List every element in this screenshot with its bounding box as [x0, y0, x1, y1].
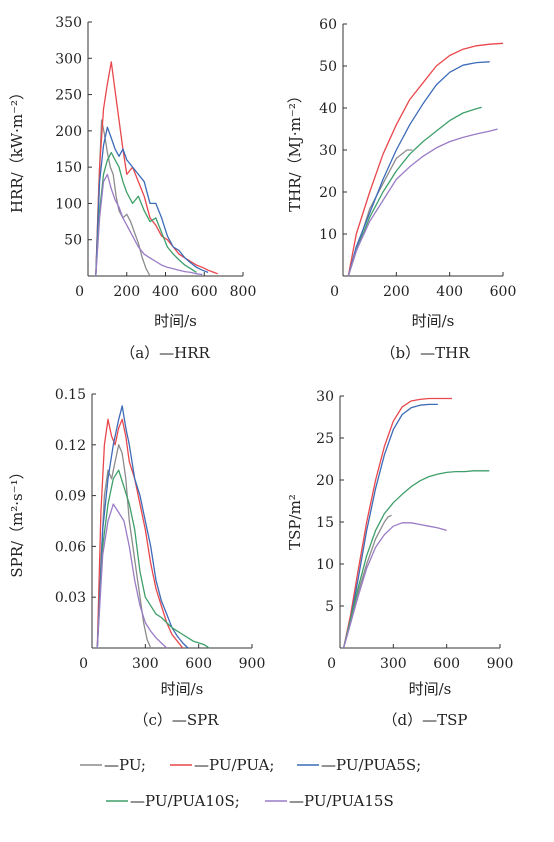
x-tick-label: 300: [380, 656, 407, 672]
legend: —PU; —PU/PUA; —PU/PUA5S; —PU/PUA10S; —PU/PUA…: [80, 756, 421, 810]
x-tick-label: 900: [487, 656, 514, 672]
x-axis-label: 时间/s: [412, 312, 455, 330]
x-tick-label: 600: [433, 656, 460, 672]
x-tick-label: 0: [330, 284, 339, 300]
legend-label: —PU;: [104, 756, 146, 774]
x-tick-label: 200: [383, 284, 410, 300]
y-tick-label: 0.15: [55, 387, 86, 403]
series-line-pu-pua: [95, 61, 219, 277]
legend-item: —PU/PUA5S;: [297, 756, 421, 774]
x-tick-label: 400: [152, 284, 179, 300]
y-tick-label: 20: [316, 473, 334, 489]
x-axis-label: 时间/s: [409, 680, 452, 698]
y-axis-label: TSP/m²: [286, 494, 304, 550]
chart-thr: 0 200 400 600 10 20 30 40 50 60 时间/s THR/（MJ·m⁻²） （b…: [286, 17, 516, 362]
y-tick-label: 20: [319, 185, 337, 201]
y-tick-label: 25: [316, 431, 334, 447]
y-tick-label: 50: [64, 233, 82, 249]
x-tick-label: 0: [75, 284, 84, 300]
legend-label: —PU/PUA;: [194, 756, 274, 774]
chart-caption: （d）—TSP: [383, 711, 468, 729]
series-line-pu-pua5s: [347, 61, 490, 277]
y-tick-label: 0.12: [55, 438, 86, 454]
x-axis-label: 时间/s: [161, 680, 204, 698]
series-line-pu-pua15s: [347, 128, 498, 277]
x-tick-label: 400: [436, 284, 463, 300]
legend-item: —PU/PUA;: [170, 756, 274, 774]
y-tick-label: 60: [319, 17, 337, 33]
y-tick-label: 150: [55, 160, 82, 176]
x-tick-label: 0: [79, 656, 88, 672]
y-tick-label: 15: [316, 515, 334, 531]
y-tick-label: 5: [325, 599, 334, 615]
chart-caption: （c）—SPR: [133, 711, 219, 729]
series-line-pu-pua15s: [95, 173, 203, 277]
y-tick-label: 0.09: [55, 489, 86, 505]
series-line-pu-pua10s: [96, 469, 210, 649]
y-tick-label: 200: [55, 124, 82, 140]
x-tick-label: 600: [490, 284, 517, 300]
y-tick-label: 40: [319, 101, 337, 117]
y-tick-label: 250: [55, 88, 82, 104]
y-tick-label: 0.06: [55, 539, 86, 555]
x-tick-label: 800: [230, 284, 257, 300]
series-line-pu-pua15s: [342, 522, 447, 649]
chart-caption: （b）—THR: [381, 344, 471, 362]
x-tick-label: 900: [239, 656, 266, 672]
x-tick-label: 200: [113, 284, 140, 300]
series-line-pu-pua15s: [96, 503, 168, 649]
series-line-pu-pua5s: [95, 126, 209, 277]
chart-hrr: 0 200 400 600 800 50 100 150 200 250 300 350 时间/s HRR…: [8, 15, 256, 362]
series-line-pu-pua10s: [342, 470, 490, 649]
chart-tsp: 0 300 600 900 5 10 15 20 25 30 时间/s TSP/m² （d）—TSP: [286, 389, 513, 729]
legend-item: —PU/PUA10S;: [106, 792, 240, 810]
y-axis-label: HRR/（kW·m⁻²）: [8, 85, 26, 213]
series-line-pu-pua10s: [347, 106, 482, 277]
series-line-pu: [96, 444, 152, 649]
x-tick-label: 300: [132, 656, 159, 672]
series-line-pu-pua5s: [342, 403, 438, 649]
y-tick-label: 10: [319, 227, 337, 243]
legend-label: —PU/PUA10S;: [130, 792, 240, 810]
x-tick-label: 600: [191, 284, 218, 300]
y-axis-label: SPR/（m²·s⁻¹）: [8, 464, 26, 577]
legend-label: —PU/PUA5S;: [321, 756, 421, 774]
legend-item: —PU;: [80, 756, 146, 774]
series-line-pu-pua: [342, 397, 452, 649]
chart-caption: （a）—HRR: [120, 344, 210, 362]
series-line-pu-pua10s: [95, 151, 197, 277]
y-tick-label: 0.03: [55, 590, 86, 606]
series-line-pu-pua: [96, 418, 184, 649]
legend-item: —PU/PUA15S: [265, 792, 394, 810]
y-tick-label: 10: [316, 557, 334, 573]
legend-label: —PU/PUA15S: [289, 792, 394, 810]
x-axis-label: 时间/s: [154, 312, 197, 330]
y-tick-label: 50: [319, 59, 337, 75]
series-line-pu: [347, 149, 413, 277]
y-tick-label: 30: [316, 389, 334, 405]
x-tick-label: 600: [185, 656, 212, 672]
y-tick-label: 100: [55, 196, 82, 212]
y-tick-label: 300: [55, 51, 82, 67]
series-line-pu-pua: [347, 42, 504, 277]
chart-spr: 0 300 600 900 0.03 0.06 0.09 0.12 0.15 时间/s SPR/（m…: [8, 387, 265, 729]
y-tick-label: 30: [319, 143, 337, 159]
y-axis-label: THR/（MJ·m⁻²）: [286, 88, 304, 212]
y-tick-label: 350: [55, 15, 82, 31]
x-tick-label: 0: [327, 656, 336, 672]
